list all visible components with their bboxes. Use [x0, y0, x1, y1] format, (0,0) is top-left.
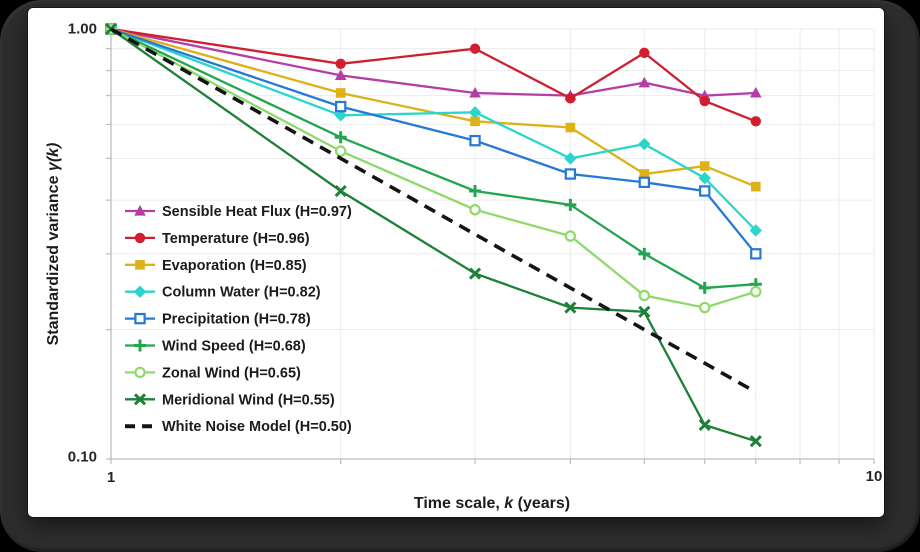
legend-label-temperature-h-0-96: Temperature (H=0.96)	[162, 231, 310, 247]
series-marker-precipitation-h-0-78	[564, 168, 577, 180]
series-marker-column-water-h-0-82	[638, 137, 651, 151]
series-marker-temperature-h-0-96	[565, 93, 576, 104]
x-tick-label-left: 1	[106, 469, 116, 486]
series-marker-evaporation-h-0-85	[470, 116, 480, 127]
legend-item-evaporation-h-0-85: Evaporation (H=0.85)	[125, 258, 307, 274]
legend-item-precipitation-h-0-78: Precipitation (H=0.78)	[125, 312, 311, 328]
series-marker-column-water-h-0-82	[749, 224, 763, 237]
series-marker-evaporation-h-0-85	[699, 161, 710, 171]
legend-item-wind-speed-h-0-68: Wind Speed (H=0.68)	[125, 339, 306, 355]
x-axis-title-variable: k	[504, 495, 514, 512]
series-marker-zonal-wind-h-0-65	[564, 230, 577, 242]
series-marker-temperature-h-0-96	[750, 116, 762, 127]
legend-label-precipitation-h-0-78: Precipitation (H=0.78)	[162, 312, 311, 328]
legend-sample-marker-wind-speed-h-0-68	[134, 339, 146, 352]
series-marker-precipitation-h-0-78	[699, 185, 711, 197]
series-marker-sensible-heat-flux-h-0-97	[638, 76, 651, 88]
series-marker-precipitation-h-0-78	[334, 100, 347, 113]
x-tick-label-right: 10	[865, 468, 883, 485]
series-marker-meridional-wind-h-0-55	[638, 305, 651, 318]
series-marker-precipitation-h-0-78	[638, 176, 651, 189]
series-line-precipitation-h-0-78	[110, 27, 757, 255]
series-marker-wind-speed-h-0-68	[698, 281, 711, 294]
series-marker-meridional-wind-h-0-55	[334, 184, 347, 198]
series-marker-column-water-h-0-82	[564, 152, 577, 165]
series-marker-zonal-wind-h-0-65	[638, 289, 651, 302]
legend-label-column-water-h-0-82: Column Water (H=0.82)	[162, 285, 321, 301]
legend-sample-marker-evaporation-h-0-85	[135, 260, 145, 270]
legend-sample-marker-sensible-heat-flux-h-0-97	[134, 205, 146, 216]
series-marker-column-water-h-0-82	[468, 106, 482, 119]
legend-item-column-water-h-0-82: Column Water (H=0.82)	[125, 285, 321, 301]
series-marker-wind-speed-h-0-68	[638, 247, 651, 260]
series-marker-temperature-h-0-96	[639, 47, 650, 59]
chart-canvas: Sensible Heat Flux (H=0.97) Temperature (…	[104, 22, 875, 464]
x-axis-title: Time scale, k (years)	[414, 495, 570, 513]
legend-item-white-noise-model-h-0-50: White Noise Model (H=0.50)	[125, 419, 352, 435]
legend-item-meridional-wind-h-0-55: Meridional Wind (H=0.55)	[125, 392, 335, 408]
series-marker-temperature-h-0-96	[699, 95, 710, 107]
y-tick-label-bottom: 0.10	[67, 448, 97, 466]
series-marker-zonal-wind-h-0-65	[334, 145, 347, 157]
series-marker-meridional-wind-h-0-55	[468, 267, 482, 280]
series-marker-meridional-wind-h-0-55	[749, 435, 762, 448]
series-marker-temperature-h-0-96	[335, 58, 346, 69]
legend-label-sensible-heat-flux-h-0-97: Sensible Heat Flux (H=0.97)	[162, 204, 352, 220]
legend-label-evaporation-h-0-85: Evaporation (H=0.85)	[162, 258, 307, 274]
series-marker-column-water-h-0-82	[698, 171, 711, 185]
series-marker-zonal-wind-h-0-65	[699, 301, 711, 314]
series-marker-wind-speed-h-0-68	[469, 185, 482, 198]
legend-sample-marker-precipitation-h-0-78	[134, 312, 146, 325]
chart-card: Sensible Heat Flux (H=0.97) Temperature (…	[28, 8, 884, 517]
legend-item-temperature-h-0-96: Temperature (H=0.96)	[125, 231, 310, 247]
series-marker-meridional-wind-h-0-55	[564, 301, 577, 314]
y-tick-label-top: 1.00	[67, 20, 97, 38]
series-marker-evaporation-h-0-85	[335, 88, 346, 98]
series-line-white-noise-model-h-0-50	[110, 27, 757, 394]
series-marker-wind-speed-h-0-68	[564, 198, 577, 211]
series-marker-wind-speed-h-0-68	[334, 131, 347, 144]
y-axis-title-text: Standardized variance	[45, 171, 62, 346]
series-marker-sensible-heat-flux-h-0-97	[469, 86, 481, 98]
series-marker-sensible-heat-flux-h-0-97	[334, 69, 347, 80]
y-axis-title: Standardized variance γ(k)	[45, 143, 63, 346]
legend-label-white-noise-model-h-0-50: White Noise Model (H=0.50)	[162, 419, 352, 435]
x-axis-title-text: Time scale,	[413, 495, 505, 512]
series-marker-precipitation-h-0-78	[469, 134, 481, 147]
legend-item-sensible-heat-flux-h-0-97: Sensible Heat Flux (H=0.97)	[125, 204, 352, 220]
legend-sample-marker-column-water-h-0-82	[133, 285, 147, 298]
legend-sample-marker-meridional-wind-h-0-55	[133, 393, 147, 406]
series-marker-precipitation-h-0-78	[750, 248, 762, 260]
series-marker-zonal-wind-h-0-65	[750, 285, 762, 298]
legend-sample-marker-zonal-wind-h-0-65	[134, 366, 146, 379]
series-marker-meridional-wind-h-0-55	[698, 418, 711, 432]
legend-label-meridional-wind-h-0-55: Meridional Wind (H=0.55)	[162, 392, 335, 408]
legend-item-zonal-wind-h-0-65: Zonal Wind (H=0.65)	[125, 365, 301, 381]
legend-label-zonal-wind-h-0-65: Zonal Wind (H=0.65)	[162, 365, 301, 381]
legend-sample-marker-temperature-h-0-96	[134, 232, 146, 244]
series-marker-zonal-wind-h-0-65	[469, 203, 481, 216]
legend-label-wind-speed-h-0-68: Wind Speed (H=0.68)	[162, 339, 306, 355]
y-axis-title-variable: γ(k)	[45, 142, 62, 172]
series-marker-evaporation-h-0-85	[565, 122, 576, 133]
series-marker-evaporation-h-0-85	[639, 169, 650, 179]
x-axis-title-suffix: (years)	[513, 495, 571, 512]
series-marker-temperature-h-0-96	[469, 43, 481, 54]
series-marker-sensible-heat-flux-h-0-97	[750, 86, 762, 98]
series-marker-evaporation-h-0-85	[751, 181, 761, 192]
